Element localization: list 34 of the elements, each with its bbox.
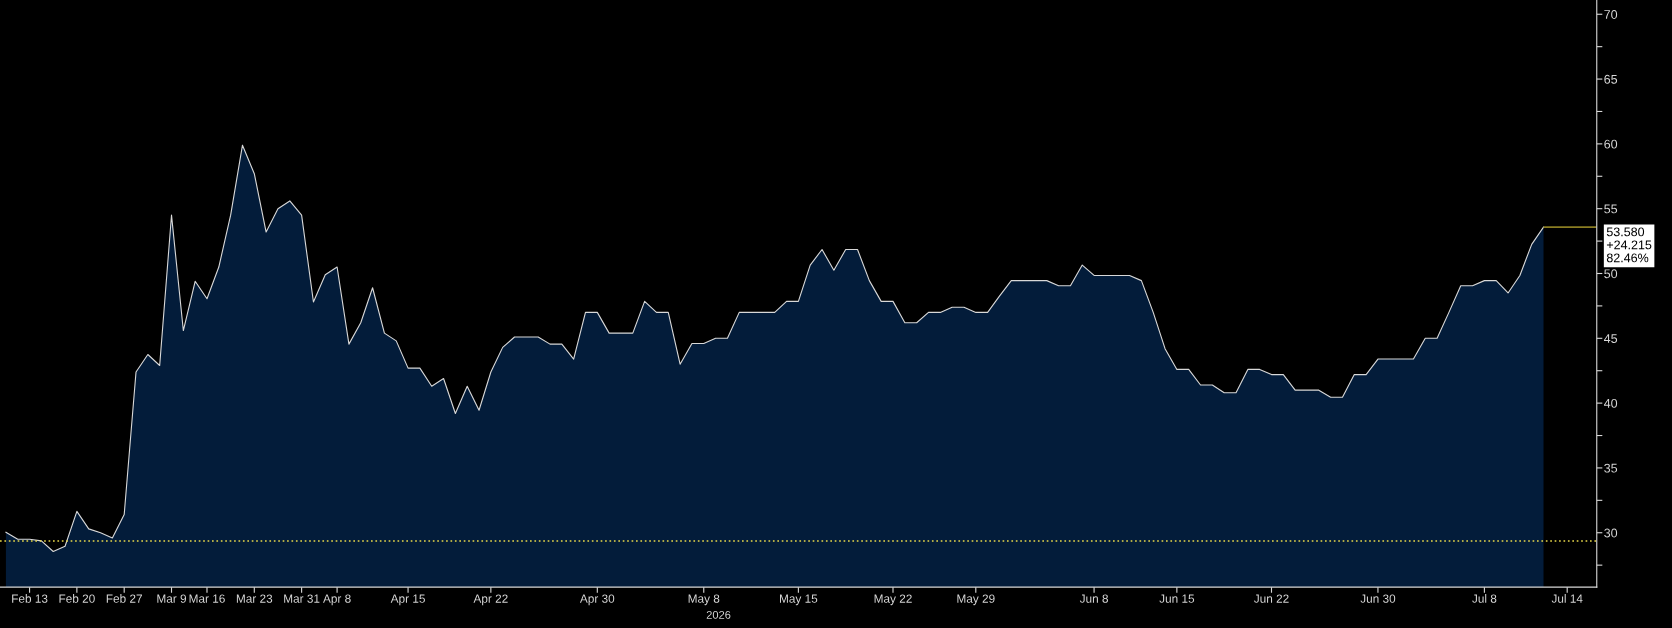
x-tick-label: Feb 13 — [12, 594, 48, 603]
x-axis-title: 2026 — [706, 610, 731, 619]
x-tick-label: May 22 — [874, 594, 912, 606]
x-tick-label: Apr 8 — [323, 594, 351, 606]
x-tick-label: May 15 — [779, 594, 818, 606]
x-tick-label: Jun 22 — [1253, 594, 1289, 603]
y-tick-label: 40 — [1603, 398, 1618, 408]
x-tick-label: Jun 30 — [1360, 594, 1396, 603]
y-tick-label: 30 — [1604, 528, 1618, 538]
ref-line-label: 53.580 — [1606, 227, 1645, 237]
x-tick-label: Jul 8 — [1472, 594, 1497, 603]
y-tick-label: 50 — [1604, 269, 1618, 279]
y-tick-label: 70 — [1604, 10, 1618, 19]
x-tick-label: Apr 22 — [473, 594, 508, 606]
text: +24.215 — [1606, 240, 1652, 250]
x-tick-label: Mar 23 — [236, 594, 273, 603]
x-tick-label: Jun 15 — [1159, 594, 1195, 603]
y-tick-label: 65 — [1604, 74, 1618, 84]
x-tick-label: May 8 — [688, 594, 720, 606]
x-tick-label: Jul 14 — [1551, 594, 1583, 603]
x-tick-label: Feb 27 — [106, 594, 142, 603]
y-tick-label: 35 — [1604, 463, 1618, 473]
x-tick-label: May 29 — [957, 594, 995, 606]
y-tick-label: 45 — [1603, 334, 1618, 343]
x-tick-label: Mar 16 — [189, 594, 225, 603]
x-tick-label: Mar 31 — [284, 594, 320, 603]
x-tick-label: Mar 9 — [157, 594, 187, 603]
y-tick-label: 60 — [1604, 139, 1618, 149]
x-tick-label: Jun 8 — [1079, 594, 1108, 603]
x-tick-label: Apr 30 — [579, 594, 615, 606]
y-tick-label: 55 — [1604, 204, 1618, 214]
text: 82.46% — [1606, 253, 1649, 263]
x-tick-label: Apr 15 — [390, 594, 425, 606]
x-tick-label: Feb 20 — [59, 594, 95, 603]
